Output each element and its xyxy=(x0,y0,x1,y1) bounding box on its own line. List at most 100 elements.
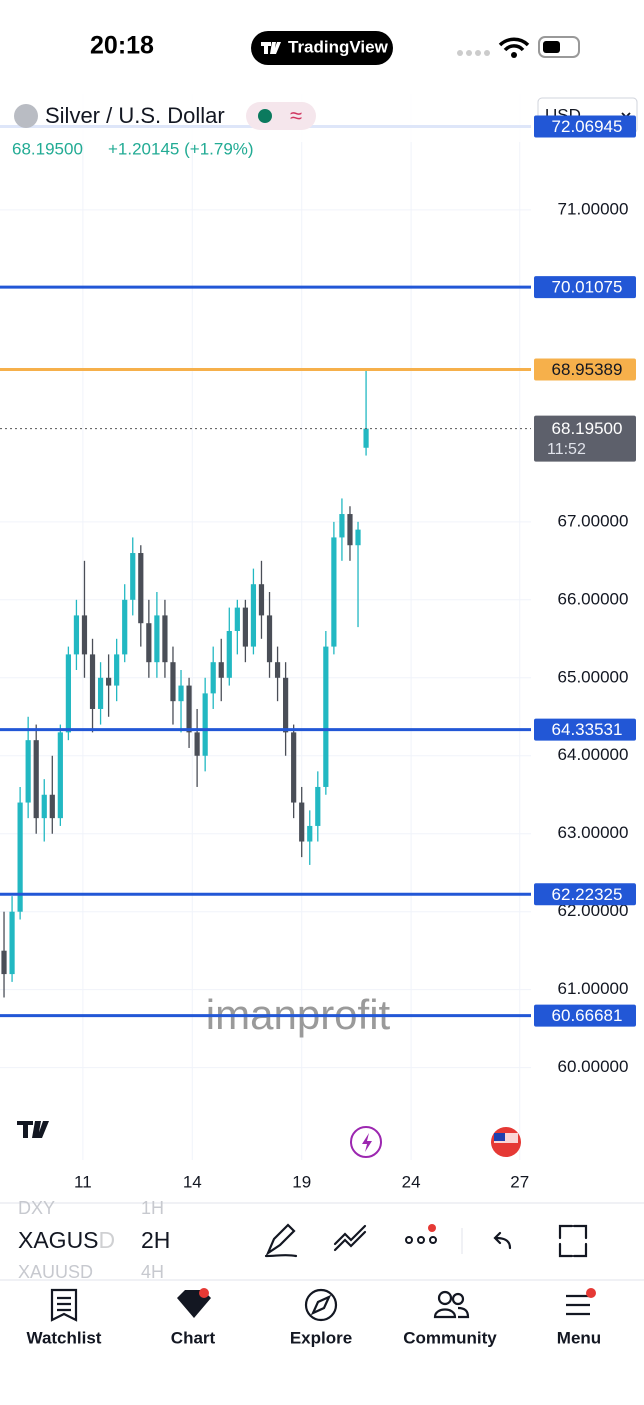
events-icon[interactable] xyxy=(350,1126,382,1158)
candle-body xyxy=(234,607,240,632)
candle-body xyxy=(194,732,200,756)
candle-body xyxy=(331,537,337,647)
candle-body xyxy=(162,615,168,663)
explore-icon[interactable] xyxy=(304,1288,338,1322)
price-label: 64.33531 xyxy=(552,720,623,739)
tab-label[interactable]: Watchlist xyxy=(27,1328,102,1347)
candle-body xyxy=(65,654,71,733)
community-icon[interactable] xyxy=(437,1290,453,1306)
y-tick-label: 60.00000 xyxy=(558,1057,629,1076)
price-label-bg xyxy=(534,1004,636,1027)
candle-body xyxy=(242,607,248,647)
more[interactable] xyxy=(405,1236,437,1244)
market-open xyxy=(258,109,272,123)
tv-watermark-logo xyxy=(17,1121,49,1138)
candle-body xyxy=(226,631,232,678)
price-label: 72.06945 xyxy=(552,117,623,136)
price-label: 70.01075 xyxy=(552,278,623,297)
fullscreen[interactable] xyxy=(558,1224,588,1258)
candle-body xyxy=(97,677,104,709)
candle-body xyxy=(17,802,23,912)
candle-body xyxy=(146,623,152,663)
candle-body xyxy=(154,615,160,663)
tab-label[interactable]: Menu xyxy=(557,1328,601,1347)
price-label-bg xyxy=(534,115,636,138)
tab-label[interactable]: Explore xyxy=(290,1328,352,1347)
y-tick-label: 66.00000 xyxy=(558,589,629,608)
price-label-bg xyxy=(534,358,636,381)
watchlist-icon[interactable] xyxy=(50,1288,78,1322)
tab-label[interactable]: Chart xyxy=(171,1328,216,1347)
candle-body xyxy=(347,514,353,546)
candle-body xyxy=(266,615,273,663)
x-tick-label: 24 xyxy=(402,1172,421,1191)
badge xyxy=(586,1288,596,1298)
badge xyxy=(428,1224,436,1232)
interval[interactable]: 2H xyxy=(141,1227,170,1253)
candle-body xyxy=(33,740,39,819)
price-label: 60.66681 xyxy=(552,1006,623,1025)
candle-body xyxy=(274,662,281,678)
indicators[interactable] xyxy=(333,1224,367,1252)
price-label-bg xyxy=(534,883,636,906)
candle-body xyxy=(363,428,369,448)
candle-body xyxy=(202,693,208,756)
fade xyxy=(100,1220,116,1262)
candle-body xyxy=(210,662,216,694)
candle-body xyxy=(323,646,329,787)
candle-body xyxy=(130,553,136,600)
last-price: 68.19500 xyxy=(12,139,83,158)
candle-body xyxy=(178,685,184,702)
candle-body xyxy=(81,615,88,655)
candle-body xyxy=(258,584,265,616)
draw-tool[interactable] xyxy=(264,1223,298,1258)
symbol-icon xyxy=(14,104,38,128)
delayed-icon: ≈ xyxy=(290,103,302,128)
community-icon xyxy=(451,1292,465,1306)
y-tick-label: 61.00000 xyxy=(558,979,629,998)
flag-stripes xyxy=(494,1133,518,1143)
signal xyxy=(457,50,490,56)
price-label-bg xyxy=(534,718,636,741)
next-symbol[interactable]: XAUUSD xyxy=(18,1262,93,1282)
y-tick-label: 71.00000 xyxy=(558,199,629,218)
prev-interval[interactable]: 1H xyxy=(141,1198,164,1218)
prev-symbol[interactable]: DXY xyxy=(18,1198,55,1218)
battery-level xyxy=(543,41,560,53)
y-tick-label: 62.00000 xyxy=(558,901,629,920)
status-badge[interactable] xyxy=(246,102,316,130)
candle-body xyxy=(186,685,192,733)
candle-body xyxy=(138,553,144,624)
candle-body xyxy=(307,825,313,842)
candle-body xyxy=(41,794,47,819)
last-price-label: 68.19500 xyxy=(552,419,623,438)
tv-logo xyxy=(261,42,281,54)
candle-body xyxy=(114,654,120,686)
undo[interactable] xyxy=(493,1231,512,1250)
menu-icon[interactable] xyxy=(566,1294,590,1316)
candle-body xyxy=(315,786,321,826)
candle-body xyxy=(170,662,176,702)
y-tick-label: 67.00000 xyxy=(558,511,629,530)
price-label-bg xyxy=(534,276,636,299)
candle-body xyxy=(49,794,55,819)
price-change: +1.20145 (+1.79%) xyxy=(108,139,254,158)
candle-body xyxy=(218,662,224,678)
candle-body xyxy=(122,599,128,655)
countdown: 11:52 xyxy=(547,441,586,458)
y-tick-label: 65.00000 xyxy=(558,667,629,686)
status-time: 20:18 xyxy=(90,32,154,60)
x-tick-label: 14 xyxy=(183,1172,202,1191)
candle-body xyxy=(355,529,361,546)
tab-label[interactable]: Community xyxy=(403,1328,497,1347)
y-tick-label: 63.00000 xyxy=(558,823,629,842)
x-tick-label: 19 xyxy=(292,1172,311,1191)
y-tick-label: 64.00000 xyxy=(558,745,629,764)
community-icon xyxy=(433,1306,470,1319)
symbol[interactable]: XAGUSD xyxy=(18,1227,115,1253)
candle-body xyxy=(250,584,257,647)
symbol-name[interactable]: Silver / U.S. Dollar xyxy=(45,103,225,128)
x-tick-label: 11 xyxy=(74,1172,92,1191)
next-interval[interactable]: 4H xyxy=(141,1262,164,1282)
